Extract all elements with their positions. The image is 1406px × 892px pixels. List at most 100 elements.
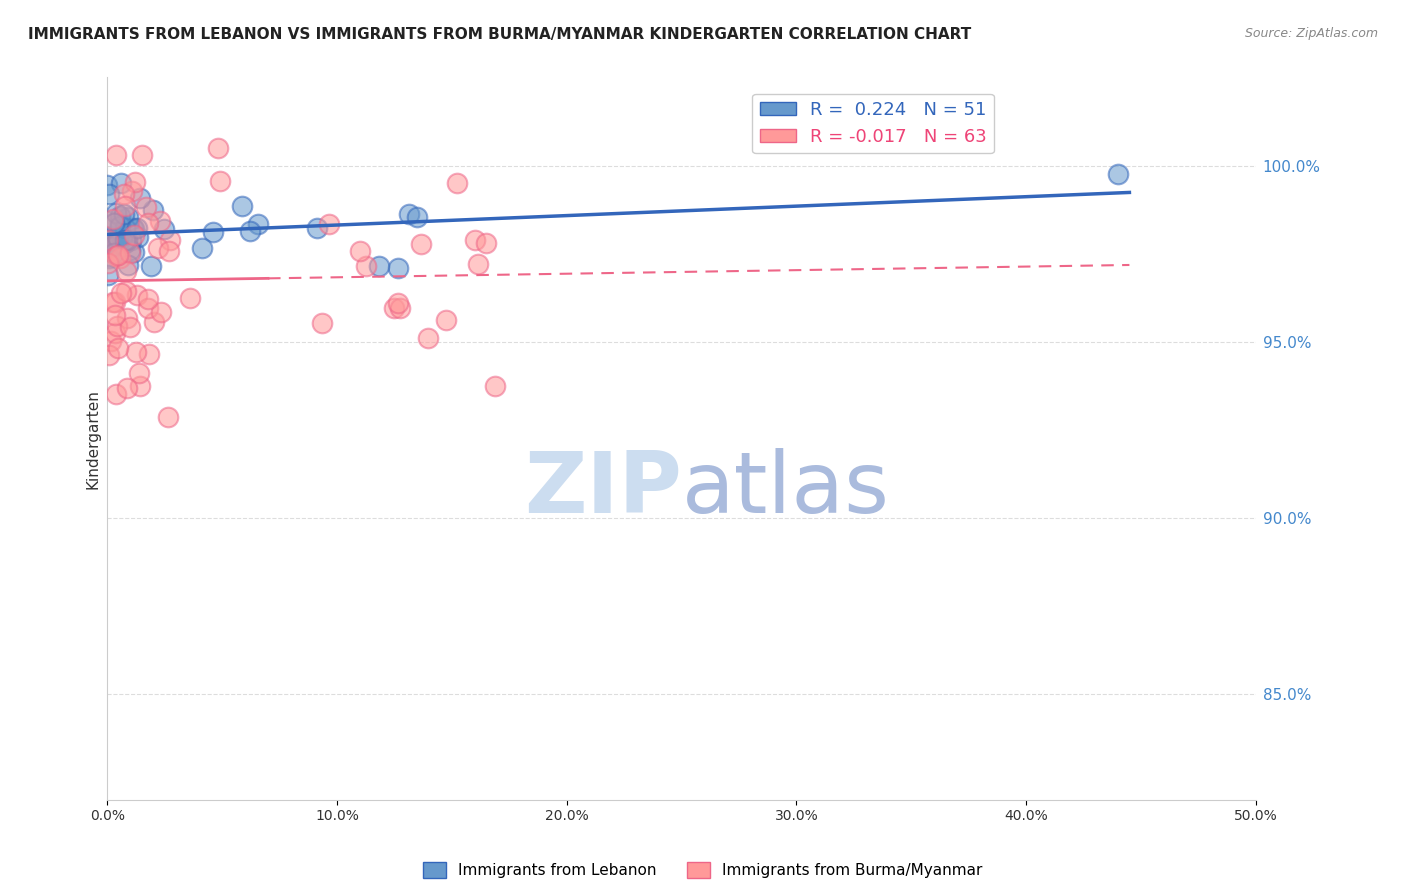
Point [98, 186, 121, 201]
Point [367, 259, 389, 273]
Point [464, 233, 486, 247]
Point [107, 248, 129, 262]
Point [97, 234, 120, 248]
Point [387, 260, 409, 275]
Point [117, 310, 139, 325]
Text: atlas: atlas [682, 448, 890, 531]
Point [128, 366, 150, 380]
Point [398, 207, 420, 221]
Point [103, 239, 125, 253]
Point [474, 235, 496, 250]
Point [409, 237, 432, 252]
Text: IMMIGRANTS FROM LEBANON VS IMMIGRANTS FROM BURMA/MYANMAR KINDERGARTEN CORRELATIO: IMMIGRANTS FROM LEBANON VS IMMIGRANTS FR… [28, 27, 972, 42]
Point [124, 175, 146, 189]
Point [122, 221, 145, 235]
Point [138, 301, 160, 315]
Point [103, 245, 125, 260]
Point [191, 241, 214, 255]
Point [115, 381, 138, 395]
Point [115, 233, 138, 247]
Point [208, 174, 231, 188]
Point [120, 243, 142, 257]
Point [124, 227, 146, 242]
Point [114, 221, 136, 235]
Point [416, 331, 439, 345]
Point [207, 141, 229, 155]
Point [349, 244, 371, 259]
Point [107, 341, 129, 355]
Point [118, 319, 141, 334]
Point [152, 222, 174, 236]
Point [105, 249, 128, 263]
Point [104, 326, 127, 340]
Point [115, 285, 138, 299]
Point [354, 259, 377, 273]
Point [146, 241, 169, 255]
Point [142, 315, 165, 329]
Legend: R =  0.224   N = 51, R = -0.017   N = 63: R = 0.224 N = 51, R = -0.017 N = 63 [752, 94, 994, 153]
Point [127, 221, 149, 235]
Point [138, 347, 160, 361]
Point [104, 387, 127, 401]
Point [128, 191, 150, 205]
Point [121, 184, 143, 198]
Point [97, 268, 120, 283]
Point [101, 232, 124, 246]
Point [100, 229, 122, 244]
Point [103, 212, 125, 227]
Point [239, 224, 262, 238]
Point [107, 236, 129, 251]
Point [110, 285, 132, 300]
Point [121, 221, 143, 235]
Point [104, 295, 127, 310]
Point [112, 207, 135, 221]
Point [100, 240, 122, 254]
Point [387, 295, 409, 310]
Y-axis label: Kindergarten: Kindergarten [86, 389, 100, 489]
Point [107, 231, 129, 245]
Point [110, 251, 132, 265]
Point [159, 233, 181, 247]
Point [149, 305, 172, 319]
Point [484, 379, 506, 393]
Point [311, 316, 333, 330]
Point [114, 233, 136, 247]
Point [157, 409, 180, 424]
Point [136, 292, 159, 306]
Point [100, 334, 122, 348]
Point [96, 178, 118, 193]
Point [108, 217, 131, 231]
Legend: Immigrants from Lebanon, Immigrants from Burma/Myanmar: Immigrants from Lebanon, Immigrants from… [418, 856, 988, 884]
Point [97, 214, 120, 228]
Point [98, 251, 121, 265]
Point [128, 379, 150, 393]
Point [131, 148, 153, 162]
Point [149, 213, 172, 227]
Point [157, 244, 180, 258]
Point [97, 234, 120, 248]
Point [98, 240, 121, 254]
Point [446, 176, 468, 190]
Point [179, 291, 201, 305]
Point [97, 256, 120, 270]
Point [101, 295, 124, 310]
Point [114, 235, 136, 250]
Point [247, 218, 270, 232]
Point [125, 344, 148, 359]
Point [104, 308, 127, 322]
Point [434, 312, 457, 326]
Point [107, 318, 129, 333]
Point [389, 301, 412, 315]
Point [110, 209, 132, 223]
Point [103, 215, 125, 229]
Point [110, 219, 132, 233]
Point [110, 230, 132, 244]
Point [136, 216, 159, 230]
Point [231, 199, 253, 213]
Point [115, 264, 138, 278]
Point [114, 199, 136, 213]
Point [125, 288, 148, 302]
Point [124, 244, 146, 259]
Text: ZIP: ZIP [524, 448, 682, 531]
Point [117, 211, 139, 225]
